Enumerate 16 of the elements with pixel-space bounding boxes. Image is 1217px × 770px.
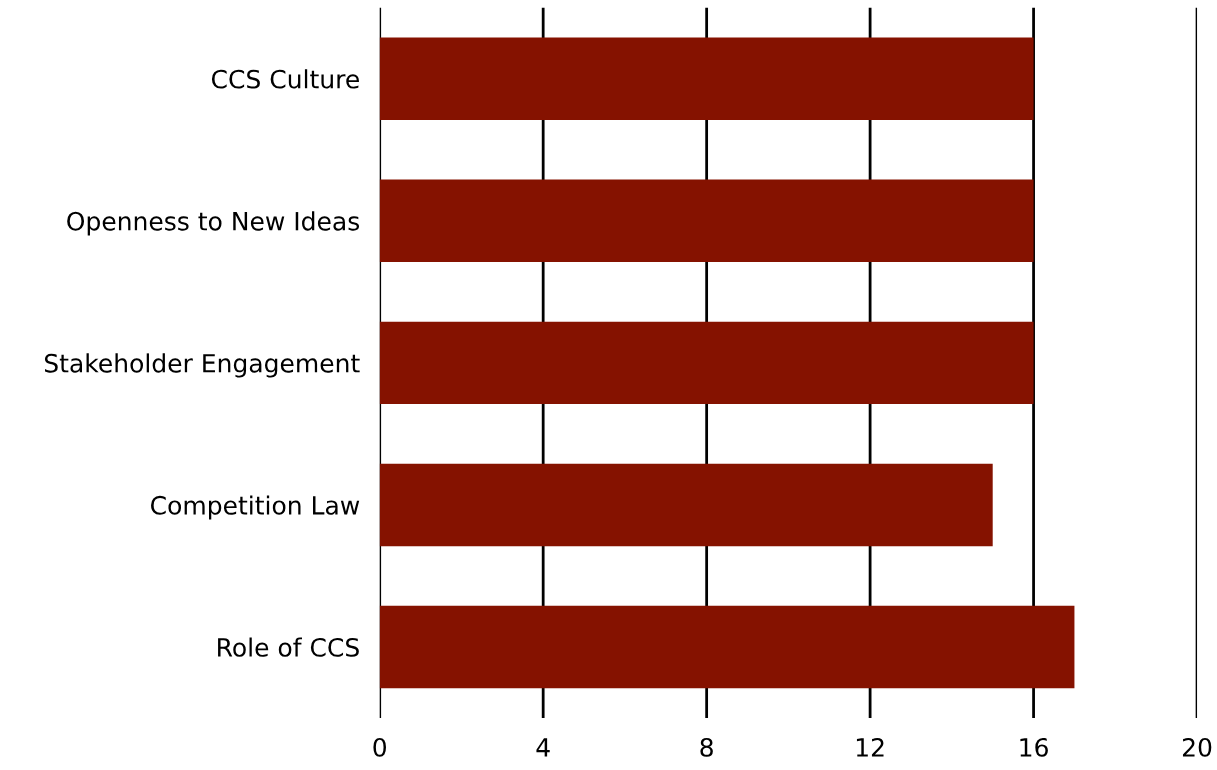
y-tick-label: CCS Culture <box>211 69 359 89</box>
bar <box>379 321 1034 405</box>
y-tick-label: Stakeholder Engagement <box>44 353 360 378</box>
y-tick-label: Openness to New Ideas <box>67 211 360 236</box>
bar <box>379 37 1034 120</box>
bar <box>379 179 1034 262</box>
x-tick-label: 12 <box>856 737 884 757</box>
y-tick-label: Competition Law <box>151 495 360 520</box>
x-tick-label: 0 <box>373 737 386 757</box>
bar <box>379 605 1075 689</box>
x-tick-label: 20 <box>1182 737 1212 757</box>
x-tick-label: 4 <box>536 738 550 757</box>
x-tick-label: 16 <box>1020 737 1048 757</box>
y-tick-label: Role of CCS <box>218 637 359 657</box>
x-tick-label: 8 <box>700 737 713 757</box>
bar <box>379 463 993 547</box>
